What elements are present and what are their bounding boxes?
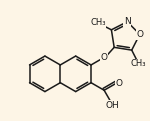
Text: O: O — [136, 30, 143, 39]
Text: O: O — [116, 79, 123, 88]
Text: OH: OH — [105, 101, 119, 110]
Text: CH₃: CH₃ — [131, 59, 146, 68]
Text: O: O — [101, 53, 108, 62]
Text: CH₃: CH₃ — [90, 18, 106, 27]
Text: N: N — [124, 17, 131, 26]
